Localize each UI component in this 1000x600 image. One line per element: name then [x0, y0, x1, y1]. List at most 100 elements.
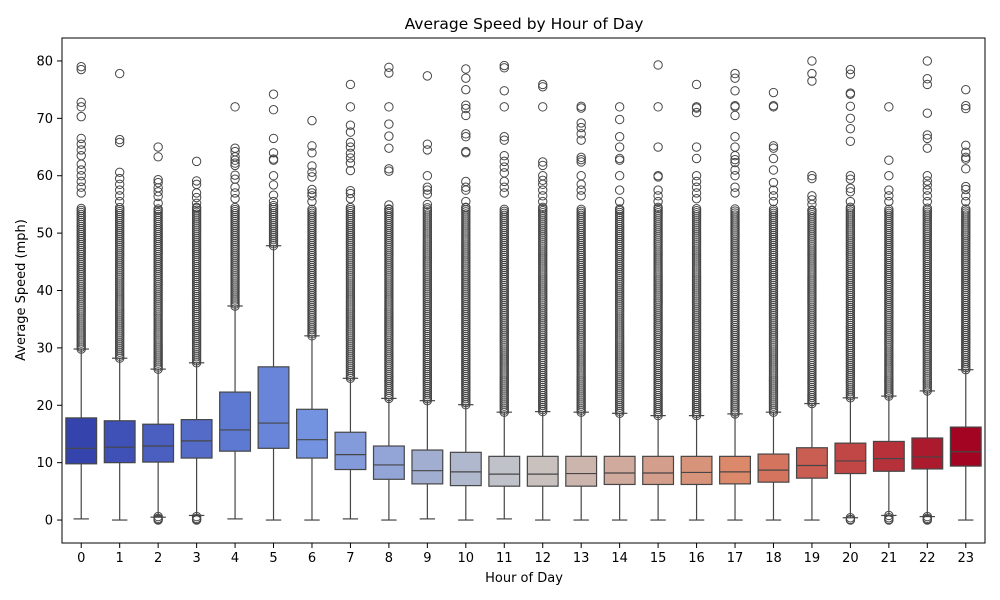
outlier-point — [345, 102, 356, 112]
outlier-point — [422, 171, 433, 181]
outlier-point — [730, 150, 740, 161]
outlier-point — [576, 191, 586, 201]
outlier-point — [768, 191, 779, 201]
outlier-point — [499, 188, 509, 198]
y-tick-label: 0 — [45, 514, 53, 529]
outlier-point — [384, 143, 394, 153]
outlier-point — [345, 142, 356, 152]
outlier-point — [807, 195, 817, 205]
outlier-point — [576, 185, 586, 195]
box — [834, 442, 867, 475]
outlier-point — [384, 200, 394, 210]
outlier-point — [576, 135, 586, 145]
outlier-point — [730, 73, 740, 83]
box — [257, 366, 290, 449]
outlier-point — [307, 148, 317, 158]
box-group-hour-12 — [526, 79, 559, 521]
outlier-point — [230, 188, 240, 198]
outlier-point — [384, 131, 394, 141]
outlier-point — [961, 101, 971, 111]
outlier-point — [153, 515, 163, 525]
box-group-hour-1 — [103, 68, 136, 521]
box-group-hour-9 — [411, 71, 444, 520]
outlier-point — [961, 191, 971, 201]
outlier-point — [499, 156, 509, 167]
outlier-point — [268, 171, 279, 181]
outlier-point — [76, 111, 86, 122]
outlier-point — [345, 188, 356, 199]
outlier-point — [76, 133, 86, 144]
outlier-point — [691, 79, 702, 90]
outlier-point — [730, 132, 740, 142]
outlier-point — [576, 157, 586, 167]
x-tick-label: 3 — [192, 551, 200, 566]
outlier-point — [114, 196, 125, 207]
outlier-point — [884, 171, 894, 181]
outlier-point — [845, 136, 856, 146]
outlier-point — [576, 103, 586, 113]
x-tick-label: 1 — [116, 551, 124, 566]
outlier-point — [807, 173, 817, 184]
outlier-point — [614, 114, 625, 125]
outlier-point — [614, 185, 625, 195]
outlier-point — [884, 155, 894, 165]
box-group-hour-22 — [911, 56, 944, 525]
y-tick-label: 70 — [36, 112, 53, 127]
outlier-point — [230, 182, 240, 192]
box-group-hour-23 — [949, 84, 982, 521]
outlier-point — [114, 167, 125, 177]
box — [219, 391, 252, 452]
outlier-point — [345, 79, 356, 90]
outlier-point — [730, 157, 740, 168]
outlier-point — [961, 84, 971, 95]
box — [680, 455, 713, 486]
outlier-point — [384, 204, 394, 214]
outlier-point — [307, 167, 317, 177]
outlier-point — [730, 204, 740, 214]
x-tick-label: 13 — [573, 551, 590, 566]
outlier-point — [307, 115, 317, 126]
outlier-point — [461, 185, 471, 195]
outlier-point — [730, 171, 740, 181]
box-group-hour-5 — [257, 89, 290, 521]
x-tick-label: 19 — [804, 551, 821, 566]
outlier-point — [114, 202, 125, 213]
outlier-point — [768, 165, 779, 175]
outlier-point — [768, 177, 779, 188]
outlier-point — [538, 185, 548, 195]
outlier-point — [422, 189, 433, 199]
outlier-point — [345, 148, 356, 159]
outlier-point — [499, 132, 509, 142]
box — [526, 455, 559, 487]
box-group-hour-2 — [142, 142, 175, 525]
outlier-point — [345, 158, 356, 168]
outlier-point — [422, 203, 433, 213]
outlier-point — [191, 202, 202, 212]
outlier-point — [807, 205, 817, 215]
y-tick-label: 40 — [36, 284, 53, 299]
box-group-hour-17 — [719, 68, 752, 521]
outlier-point — [653, 142, 663, 152]
outlier-point — [614, 102, 625, 112]
outlier-point — [691, 103, 702, 113]
outlier-point — [422, 185, 433, 195]
outlier-point — [499, 168, 509, 178]
outlier-point — [576, 154, 586, 165]
outlier-point — [461, 103, 471, 114]
box — [911, 437, 944, 470]
outlier-point — [845, 202, 856, 212]
outlier-point — [76, 203, 86, 214]
outlier-point — [76, 182, 86, 192]
outlier-point — [538, 82, 548, 92]
outlier-point — [807, 199, 817, 210]
box — [411, 449, 444, 485]
outlier-point — [191, 156, 202, 167]
outlier-point — [422, 139, 433, 149]
outlier-point — [922, 176, 933, 186]
x-tick-label: 23 — [957, 551, 974, 566]
outlier-point — [307, 172, 317, 182]
y-tick-label: 10 — [36, 456, 53, 471]
outlier-point — [422, 145, 433, 155]
